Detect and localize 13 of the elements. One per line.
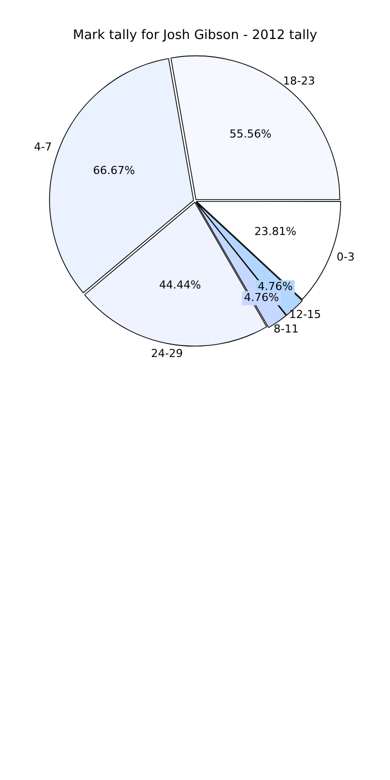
slice-label: 4-7 [34,140,52,154]
data-label: 44.44% [159,278,202,292]
data-label: 23.81% [254,225,296,238]
slice-label: 12-15 [289,308,322,321]
slice-label: 0-3 [336,250,355,264]
data-label: 66.67% [92,164,135,178]
slice-label: 8-11 [274,322,299,336]
slice-label: 18-23 [283,74,315,88]
data-label: 4.76% [258,280,293,294]
data-label: 55.56% [229,128,272,141]
data-label: 4.76% [244,291,279,304]
slice-label: 24-29 [150,347,183,360]
chart-title: Mark tally for Josh Gibson - 2012 tally [72,28,318,44]
